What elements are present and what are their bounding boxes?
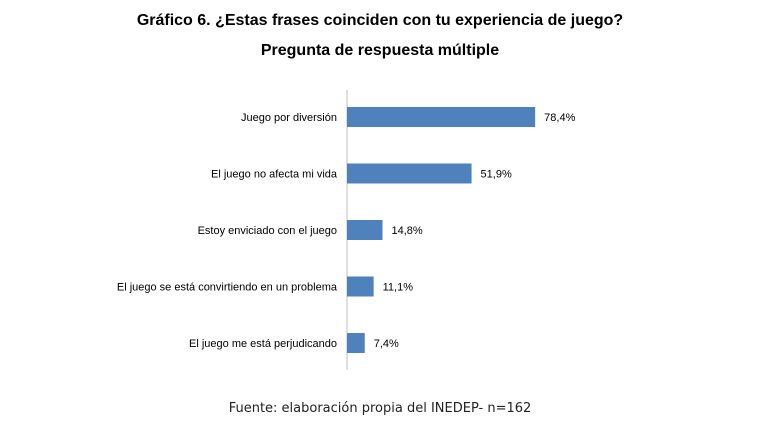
bar bbox=[347, 276, 374, 297]
chart-title: Gráfico 6. ¿Estas frases coinciden con t… bbox=[136, 12, 624, 29]
bar bbox=[347, 107, 536, 127]
chart-subtitle: Pregunta de respuesta múltiple bbox=[260, 42, 500, 59]
category-label: Estoy enviciado con el juego bbox=[198, 225, 337, 237]
category-label: El juego me está perjudicando bbox=[189, 338, 337, 350]
category-label: El juego no afecta mi vida bbox=[211, 169, 338, 181]
bar-chart: Juego por diversión 78,4% El juego no afec… bbox=[117, 90, 576, 370]
bar bbox=[347, 163, 472, 184]
value-label: 78,4% bbox=[544, 112, 575, 124]
value-label: 14,8% bbox=[392, 225, 423, 237]
value-label: 7,4% bbox=[374, 338, 399, 350]
value-label: 11,1% bbox=[383, 282, 414, 294]
value-label: 51,9% bbox=[481, 169, 512, 181]
chart-source: Fuente: elaboración propia del INEDEP- n… bbox=[228, 401, 532, 416]
category-label: El juego se está convirtiendo en un prob… bbox=[117, 282, 338, 294]
category-label: Juego por diversión bbox=[241, 112, 337, 124]
bar bbox=[347, 220, 383, 240]
bar bbox=[347, 333, 365, 353]
